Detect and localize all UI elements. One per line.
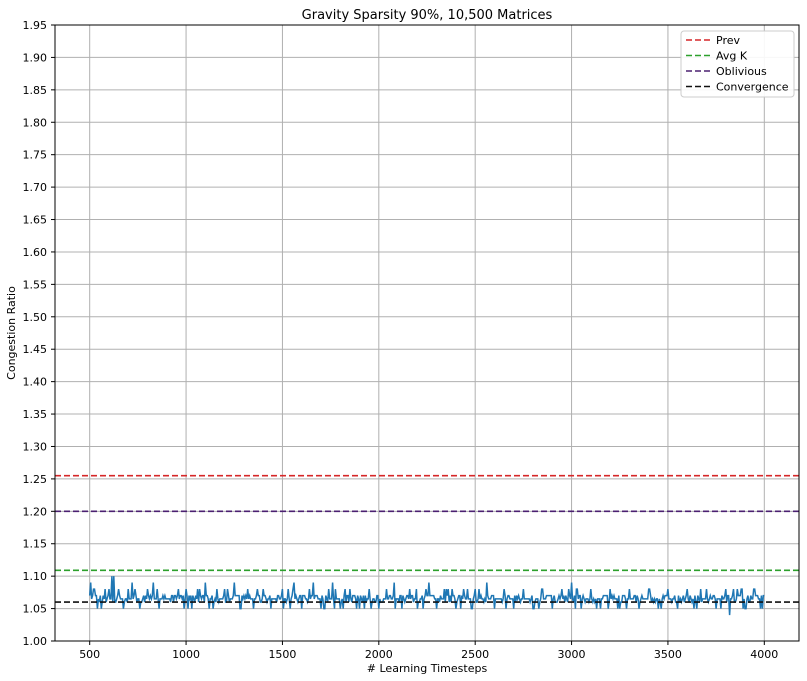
x-tick-label: 1000: [172, 648, 200, 661]
y-tick-label: 1.00: [23, 635, 48, 648]
y-tick-label: 1.35: [23, 408, 48, 421]
x-axis-label: # Learning Timesteps: [367, 662, 488, 675]
y-tick-label: 1.10: [23, 570, 48, 583]
legend-box: [680, 30, 795, 98]
y-tick-label: 1.75: [23, 149, 48, 162]
y-tick-label: 1.25: [23, 473, 48, 486]
legend: Prev Avg K Oblivious Convergence: [680, 30, 795, 98]
x-tick-label: 2500: [461, 648, 489, 661]
reference-lines: [55, 474, 799, 603]
y-tick-label: 1.40: [23, 376, 48, 389]
plot-frame: [54, 24, 800, 642]
y-tick-label: 1.05: [23, 603, 48, 616]
series-line: [88, 576, 765, 616]
x-tick-label: 3000: [558, 648, 586, 661]
x-tick-label: 3500: [654, 648, 682, 661]
y-tick-label: 1.30: [23, 440, 48, 453]
x-tick-label: 1500: [268, 648, 296, 661]
series-layer: [88, 576, 765, 616]
y-tick-label: 1.20: [23, 505, 48, 518]
x-tick-label: 2000: [365, 648, 393, 661]
y-tick-label: 1.60: [23, 246, 48, 259]
legend-label: Oblivious: [716, 65, 767, 78]
x-tick-label: 4000: [750, 648, 778, 661]
y-axis-label: Congestion Ratio: [5, 286, 18, 380]
y-tick-label: 1.85: [23, 84, 48, 97]
y-tick-label: 1.45: [23, 343, 48, 356]
y-axis-ticks: 1.00 1.05 1.10 1.15 1.20 1.25 1.30 1.35 1.40 1.45…: [23, 19, 55, 648]
y-tick-label: 1.70: [23, 181, 48, 194]
y-tick-label: 1.50: [23, 311, 48, 324]
legend-label: Avg K: [716, 50, 748, 63]
y-tick-label: 1.80: [23, 116, 48, 129]
legend-label: Prev: [716, 34, 740, 47]
x-axis-ticks: 500 1000 1500 2000 2500 3000 3500 4000: [79, 641, 778, 661]
chart-title: Gravity Sparsity 90%, 10,500 Matrices: [302, 8, 553, 23]
legend-label: Convergence: [716, 81, 789, 94]
y-tick-label: 1.55: [23, 278, 48, 291]
y-tick-label: 1.95: [23, 19, 48, 32]
x-tick-label: 500: [79, 648, 100, 661]
y-tick-label: 1.90: [23, 51, 48, 64]
y-tick-label: 1.15: [23, 538, 48, 551]
y-tick-label: 1.65: [23, 214, 48, 227]
